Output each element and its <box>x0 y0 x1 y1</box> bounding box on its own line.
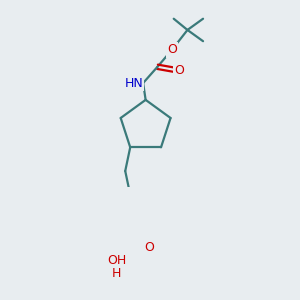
Text: H: H <box>112 267 121 280</box>
Text: O: O <box>167 44 177 56</box>
Text: OH: OH <box>107 254 126 267</box>
Text: HN: HN <box>124 76 143 89</box>
Text: O: O <box>174 64 184 77</box>
Text: O: O <box>145 241 154 254</box>
